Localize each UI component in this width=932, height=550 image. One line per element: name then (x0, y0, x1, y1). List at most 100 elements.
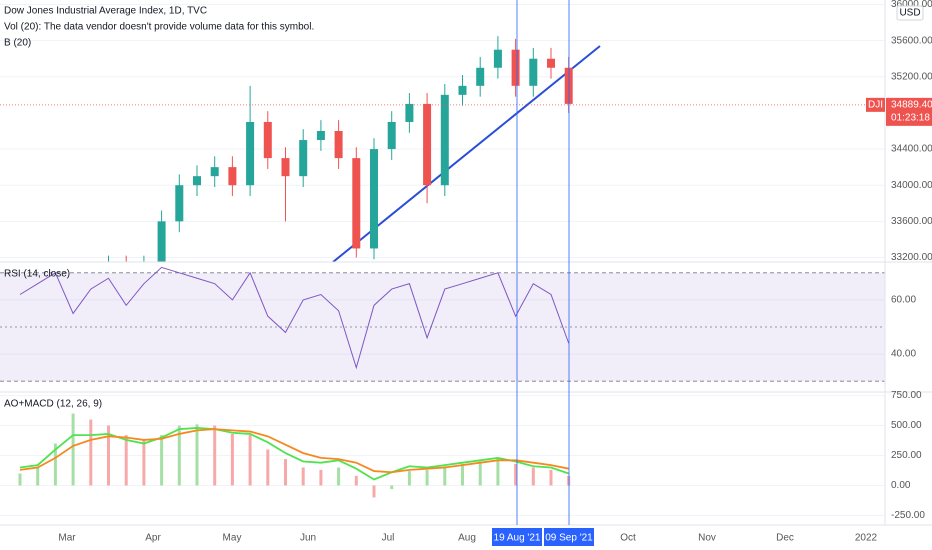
y-tick-label: 35600.00 (891, 35, 932, 46)
ao-bar (425, 469, 429, 486)
candle-body (547, 58, 555, 68)
grid (0, 4, 885, 516)
ao-bar (390, 485, 394, 490)
y-tick-label: 33600.00 (891, 216, 932, 227)
countdown: 01:23:18 (891, 112, 930, 123)
indicator-label: B (20) (4, 38, 31, 49)
y-tick-label: 33200.00 (891, 252, 932, 263)
candle-body (281, 158, 290, 177)
x-tick-label: Apr (145, 533, 161, 544)
last-price-label: 34889.40 (891, 99, 932, 110)
x-tick-label: Jul (382, 533, 395, 544)
ao-bar (461, 463, 464, 486)
ao-bar (230, 433, 234, 486)
candle-body (458, 85, 467, 95)
ao-bar (478, 461, 482, 486)
y-tick-label: 250.00 (891, 450, 922, 461)
date-marker: 09 Sep '21 (545, 533, 593, 544)
y-tick-label: 34400.00 (891, 144, 932, 155)
candle-body (352, 158, 361, 249)
ao-bar (319, 469, 323, 486)
ao-bar (443, 466, 447, 486)
ao-bar (71, 413, 75, 486)
y-tick-label: 36000.00 (891, 0, 932, 10)
x-tick-label: Nov (698, 533, 716, 544)
y-tick-label: 40.00 (891, 349, 916, 360)
candle-body (476, 67, 485, 86)
ao-bar (195, 424, 199, 486)
ao-bar (124, 435, 128, 486)
ao-bar (248, 435, 252, 486)
y-tick-label: 0.00 (891, 480, 911, 491)
x-tick-label: 2022 (855, 533, 878, 544)
candle-body (228, 167, 237, 186)
x-tick-label: Mar (58, 533, 76, 544)
ao-bar (531, 467, 535, 486)
candle-body (334, 131, 343, 159)
rsi-line (19, 266, 570, 370)
candle-body (405, 103, 414, 122)
y-tick-label: 60.00 (891, 295, 916, 306)
x-tick-label: Oct (620, 533, 636, 544)
date-marker: 19 Aug '21 (494, 533, 541, 544)
ao-bar (142, 439, 146, 486)
ao-bar (36, 467, 40, 486)
rsi-band-fill (0, 272, 885, 382)
candle-body (387, 121, 396, 150)
symbol: DJI (868, 99, 883, 110)
candle-body (157, 221, 166, 262)
date-marker-box (492, 528, 542, 546)
ao-bar (266, 449, 270, 486)
ao-bar (549, 469, 553, 486)
ao-bar (337, 467, 341, 486)
candle-body (370, 149, 378, 249)
indicator-label: RSI (14, close) (4, 269, 70, 280)
y-tick-label: 34000.00 (891, 180, 932, 191)
candle-body (529, 58, 538, 86)
y-tick-label: 35200.00 (891, 71, 932, 82)
ao-bar (284, 459, 287, 486)
chart-title: Dow Jones Industrial Average Index, 1D, … (4, 6, 207, 17)
candle-body (193, 176, 201, 186)
rsi-pane (0, 266, 885, 382)
x-tick-label: Jun (300, 533, 316, 544)
ao-bar (89, 419, 93, 486)
ao-bar (372, 485, 376, 498)
y-tick-label: -250.00 (891, 510, 925, 521)
currency-box[interactable] (896, 5, 924, 21)
candle-body (493, 49, 502, 68)
ao-bar (213, 425, 217, 486)
ao-bar (301, 467, 305, 486)
ao-bar (496, 457, 500, 486)
y-tick-label: 500.00 (891, 420, 922, 431)
ao-bar (53, 443, 57, 486)
candle-body (440, 94, 449, 186)
last-price-box (886, 97, 932, 126)
ao-bar (107, 425, 110, 486)
currency: USD (899, 8, 920, 19)
y-tick-label: 750.00 (891, 390, 922, 401)
ao-bar (160, 435, 164, 486)
candle-body (210, 167, 219, 177)
volume-note: Vol (20): The data vendor doesn't provid… (4, 22, 314, 33)
symbol-box (866, 97, 885, 112)
candle-body (423, 103, 432, 186)
x-tick-label: Dec (776, 533, 794, 544)
candle-body (316, 131, 325, 141)
candle-body (299, 140, 308, 177)
ao-bar (354, 475, 358, 486)
x-tick-label: Aug (458, 533, 476, 544)
macd-pane (18, 413, 571, 498)
date-marker-box (544, 528, 594, 546)
candle-body (246, 121, 255, 186)
ao-bar (514, 463, 518, 486)
candle-body (263, 121, 272, 159)
macd-line (19, 428, 569, 474)
macd-line (19, 427, 569, 481)
candle-body (511, 49, 520, 86)
ao-bar (177, 425, 181, 486)
ao-bar (18, 473, 22, 486)
indicator-label: AO+MACD (12, 26, 9) (4, 399, 102, 410)
